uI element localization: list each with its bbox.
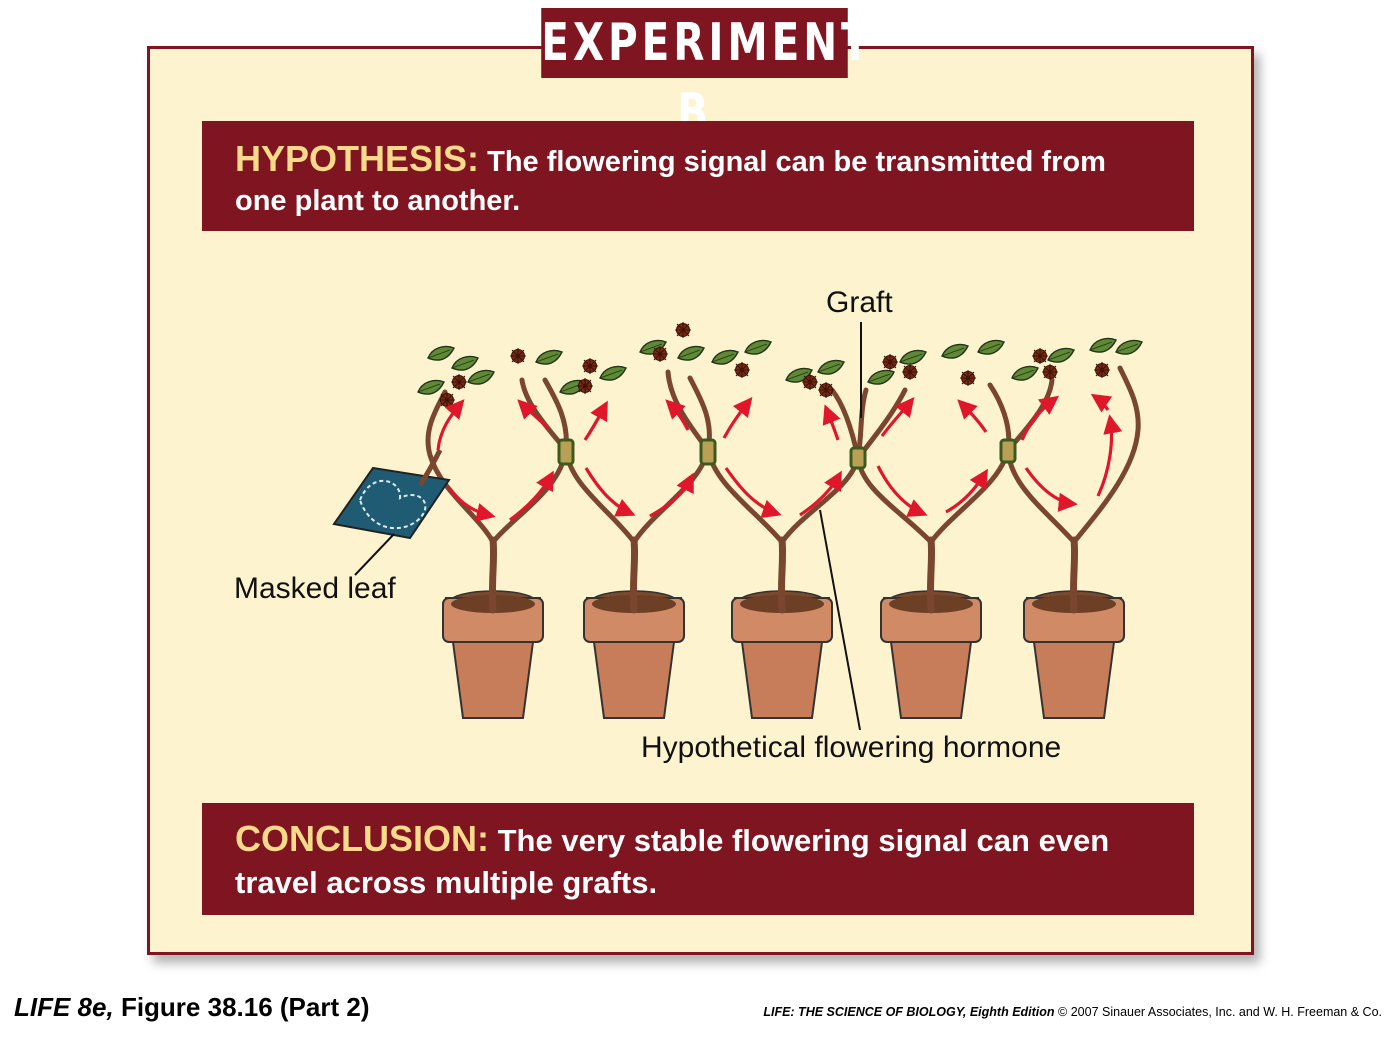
hypothesis-keyword: HYPOTHESIS: — [235, 138, 480, 179]
hormone-arrows — [436, 393, 1123, 522]
figure-caption: LIFE 8e, Figure 38.16 (Part 2) — [14, 992, 369, 1023]
hypothesis-text: The flowering signal can be transmitted … — [235, 146, 1106, 217]
hormone-label: Hypothetical flowering hormone — [641, 731, 1062, 764]
copyright-text: © 2007 Sinauer Associates, Inc. and W. H… — [1058, 1005, 1382, 1019]
graft-label: Graft — [826, 286, 893, 319]
leaves — [417, 337, 1143, 395]
masked-leaf — [332, 448, 451, 540]
label-leader-lines — [354, 322, 862, 731]
figure-reference: Figure 38.16 (Part 2) — [120, 992, 370, 1022]
masked-leaf-label: Masked leaf — [234, 572, 396, 605]
flowers — [438, 321, 1111, 409]
conclusion-text: The very stable flowering signal can eve… — [235, 823, 1110, 900]
figure-book: LIFE 8e, — [14, 992, 114, 1022]
source-title: LIFE: THE SCIENCE OF BIOLOGY, Eighth Edi… — [763, 1005, 1055, 1019]
conclusion-keyword: CONCLUSION: — [235, 818, 489, 859]
graft-wraps — [557, 438, 1017, 470]
hypothesis-banner: HYPOTHESIS: The flowering signal can be … — [202, 121, 1194, 231]
conclusion-banner: CONCLUSION: The very stable flowering si… — [202, 803, 1194, 915]
plant-stems — [488, 536, 1079, 614]
copyright-line: LIFE: THE SCIENCE OF BIOLOGY, Eighth Edi… — [763, 1005, 1382, 1019]
